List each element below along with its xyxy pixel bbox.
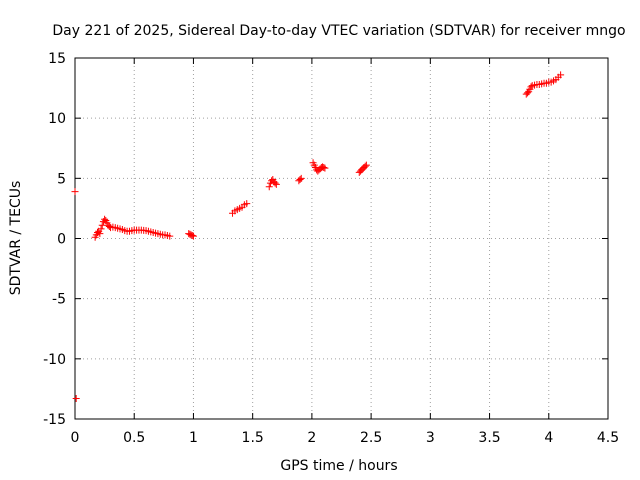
data-point [105, 222, 113, 230]
data-point [72, 395, 80, 403]
data-point [265, 183, 273, 191]
x-tick-label: 4 [544, 430, 553, 446]
data-point [296, 176, 304, 184]
y-tick-label: -10 [43, 352, 66, 368]
data-point [96, 230, 104, 238]
data-point [71, 188, 79, 196]
y-tick-label: -5 [52, 292, 66, 308]
data-point [297, 174, 305, 182]
data-point [101, 215, 109, 223]
x-tick-label: 0.5 [123, 430, 145, 446]
data-point [527, 83, 535, 91]
data-point [243, 200, 251, 208]
data-point [523, 89, 531, 97]
data-point [272, 180, 280, 188]
y-tick-label: 0 [57, 232, 66, 248]
data-point [98, 221, 106, 229]
y-tick-label: 10 [48, 111, 66, 127]
data-points [71, 71, 565, 403]
y-tick-label: 15 [48, 51, 66, 67]
plot-frame [74, 57, 609, 420]
axis-ticks [74, 57, 609, 420]
x-tick-label: 2.5 [360, 430, 382, 446]
x-tick-label: 1.5 [242, 430, 264, 446]
data-point [557, 71, 565, 79]
grid-lines [75, 58, 608, 419]
data-point [362, 161, 370, 169]
chart-title: Day 221 of 2025, Sidereal Day-to-day VTE… [52, 23, 625, 39]
data-point [361, 162, 369, 170]
x-tick-label: 3.5 [478, 430, 500, 446]
x-tick-label: 3 [426, 430, 435, 446]
x-tick-label: 4.5 [597, 430, 619, 446]
x-tick-label: 0 [71, 430, 80, 446]
data-point [97, 225, 105, 233]
data-point [320, 164, 328, 172]
x-tick-label: 1 [189, 430, 198, 446]
data-point [271, 179, 279, 187]
y-axis-label: SDTVAR / TECUs [8, 181, 24, 296]
tick-labels: 0 0.5 1 1.5 2 2.5 3 3.5 4 4.5 -15 -10 -5 0 5 10 15 [43, 51, 619, 446]
data-point [166, 232, 174, 240]
x-axis-label: GPS time / hours [280, 458, 397, 474]
y-tick-label: -15 [43, 412, 66, 428]
data-point [321, 164, 329, 172]
y-tick-label: 5 [57, 171, 66, 187]
data-point [188, 231, 196, 239]
data-point [189, 232, 197, 240]
x-tick-label: 2 [307, 430, 316, 446]
